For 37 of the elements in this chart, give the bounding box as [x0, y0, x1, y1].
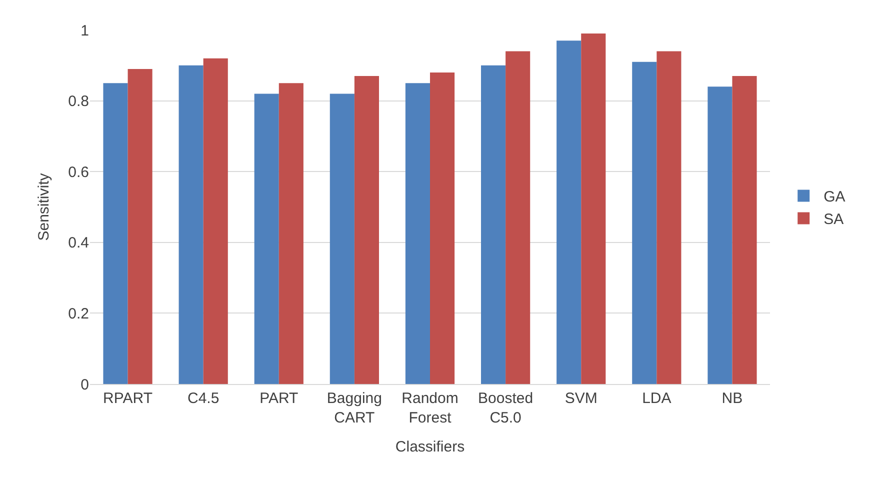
x-axis-title: Classifiers: [395, 438, 465, 456]
bar: [430, 72, 455, 384]
bar: [632, 62, 657, 384]
bar: [656, 51, 682, 384]
legend-label: SA: [824, 211, 844, 228]
bar: [254, 94, 279, 384]
bar: [481, 65, 506, 384]
bar: [128, 68, 152, 384]
bar: [708, 86, 732, 384]
legend-label: GA: [824, 188, 846, 206]
bar: [556, 40, 582, 384]
x-tick-label: Boosted C5.0: [478, 390, 534, 426]
x-tick-label: NB: [722, 390, 743, 407]
bar: [178, 65, 204, 384]
bar: [278, 83, 304, 384]
y-tick-label: 0.2: [68, 305, 89, 322]
x-tick-label: Random Forest: [402, 390, 458, 426]
y-axis-title: Sensitivity: [35, 172, 52, 241]
x-tick-label: Bagging CART: [326, 390, 382, 426]
bar: [732, 76, 757, 384]
bar: [354, 76, 379, 384]
x-tick-label: LDA: [642, 390, 672, 407]
x-tick-label: RPART: [103, 390, 153, 407]
y-tick-label: 0: [80, 376, 89, 394]
bar: [103, 83, 128, 384]
y-tick-label: 0.4: [68, 234, 89, 252]
bar: [203, 58, 228, 384]
x-tick-label: C4.5: [187, 390, 220, 407]
y-tick-label: 0.8: [68, 93, 89, 110]
x-tick-label: PART: [260, 390, 298, 407]
y-tick-label: 0.6: [68, 164, 89, 181]
y-tick-label: 1: [80, 22, 89, 40]
bar: [405, 83, 430, 384]
x-tick-label: SVM: [564, 390, 598, 407]
bar: [330, 94, 354, 384]
bar: [506, 51, 530, 384]
bar: [581, 34, 606, 384]
